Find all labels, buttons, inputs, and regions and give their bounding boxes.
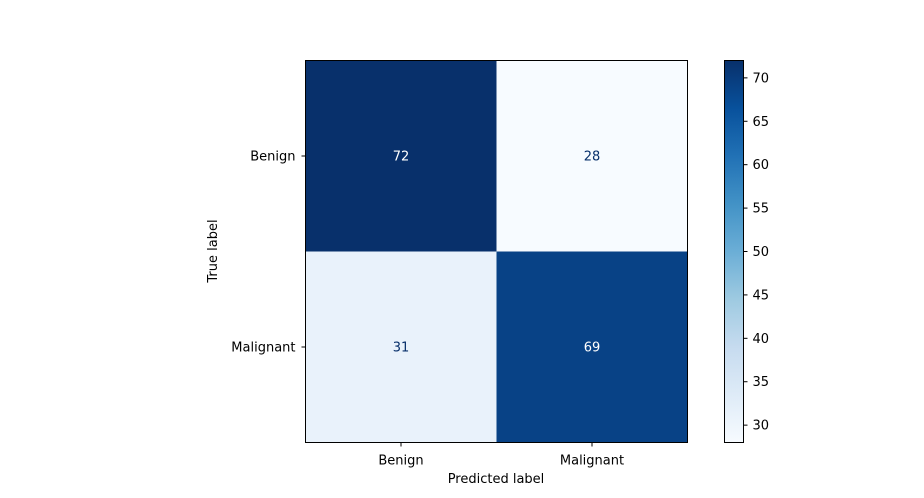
y-axis-label: True label — [206, 219, 221, 283]
colorbar-tick-label: 40 — [753, 332, 770, 347]
colorbar-tick-label: 70 — [753, 71, 770, 86]
matrix-cell — [496, 251, 688, 443]
y-tick-label: Benign — [250, 150, 295, 165]
colorbar-tick-label: 60 — [753, 158, 770, 173]
cell-value-label: 31 — [393, 341, 410, 356]
matrix-cell — [305, 251, 497, 443]
x-tick-label: Malignant — [560, 454, 624, 469]
x-axis-label: Predicted label — [448, 472, 545, 487]
colorbar-tick-label: 55 — [753, 202, 770, 217]
x-tick-label: Benign — [378, 454, 423, 469]
colorbar-tick-label: 65 — [753, 115, 770, 130]
axis-ticks: Benign Malignant Benign Malignant — [231, 150, 624, 469]
matrix-cell — [496, 60, 688, 252]
colorbar-tick-label: 35 — [753, 375, 770, 390]
matrix-cells — [305, 60, 688, 443]
colorbar-tick-label: 45 — [753, 288, 770, 303]
cell-value-label: 72 — [393, 150, 410, 165]
colorbar-gradient — [724, 60, 744, 443]
colorbar-tick-label: 30 — [753, 419, 770, 434]
colorbar-tick-label: 50 — [753, 245, 770, 260]
cell-value-labels: 72 28 31 69 — [393, 150, 601, 356]
cell-value-label: 69 — [584, 341, 601, 356]
matrix-cell — [305, 60, 497, 252]
colorbar: 30 35 40 45 50 55 60 65 70 — [724, 60, 770, 443]
plot-frame — [305, 60, 688, 443]
cell-value-label: 28 — [584, 150, 601, 165]
y-tick-label: Malignant — [231, 341, 295, 356]
